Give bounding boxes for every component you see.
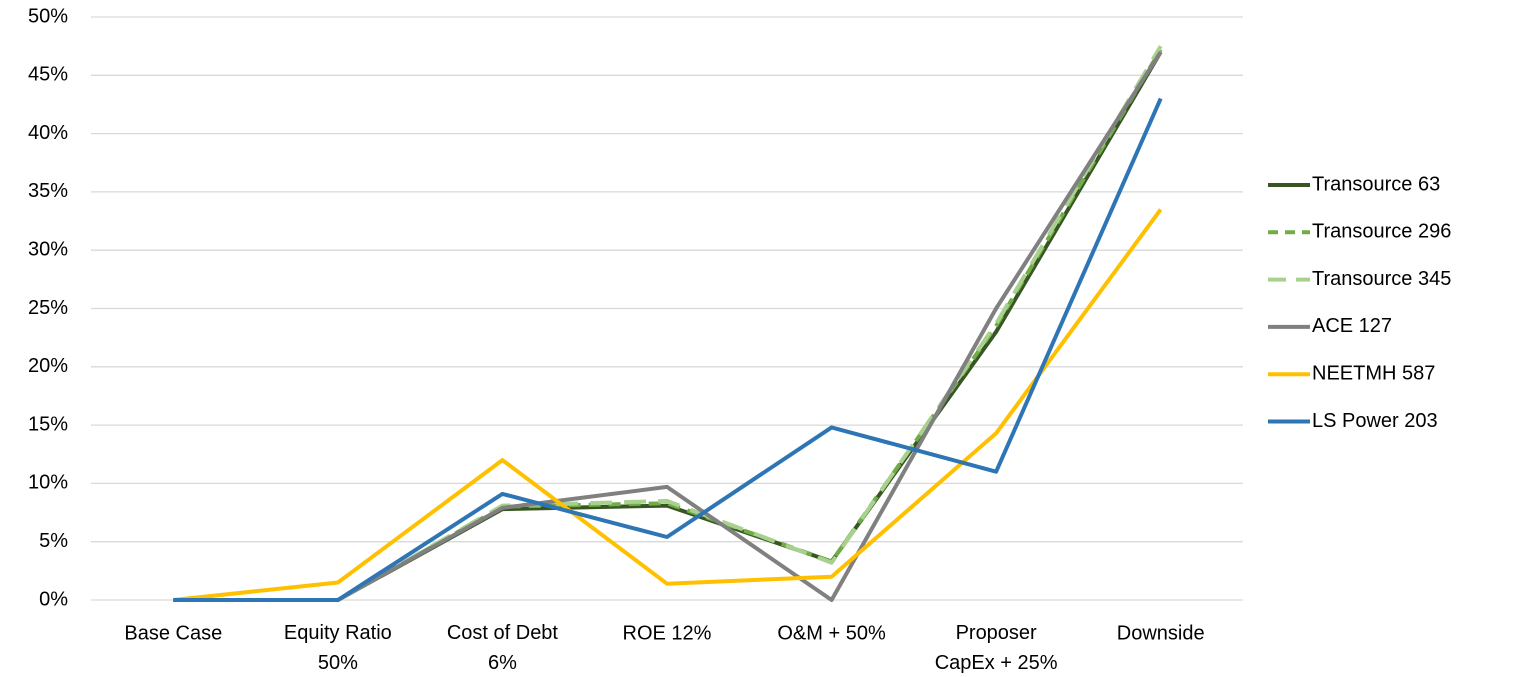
x-tick-label: ROE 12% bbox=[623, 622, 712, 644]
x-tick-label: O&M + 50% bbox=[777, 622, 886, 644]
y-tick-label: 5% bbox=[39, 530, 68, 552]
x-tick-label: Proposer CapEx + 25% bbox=[935, 622, 1058, 674]
y-tick-label: 25% bbox=[28, 297, 68, 319]
series-line bbox=[173, 48, 1163, 602]
legend-label: ACE 127 bbox=[1312, 315, 1392, 337]
x-tick-label: Base Case bbox=[124, 622, 222, 644]
y-tick-label: 20% bbox=[28, 355, 68, 377]
y-tick-label: 30% bbox=[28, 238, 68, 260]
y-tick-label: 45% bbox=[28, 64, 68, 86]
legend-label: Transource 296 bbox=[1312, 221, 1451, 243]
series-line bbox=[173, 97, 1163, 602]
y-tick-label: 50% bbox=[28, 5, 68, 27]
legend-label: Transource 63 bbox=[1312, 173, 1440, 195]
y-tick-label: 35% bbox=[28, 180, 68, 202]
y-tick-label: 40% bbox=[28, 122, 68, 144]
legend-label: LS Power 203 bbox=[1312, 410, 1438, 432]
y-tick-label: 10% bbox=[28, 472, 68, 494]
legend-label: Transource 345 bbox=[1312, 268, 1451, 290]
y-tick-label: 0% bbox=[39, 588, 68, 610]
x-tick-label: Equity Ratio 50% bbox=[284, 622, 392, 674]
y-tick-label: 15% bbox=[28, 413, 68, 435]
series-line bbox=[173, 45, 1163, 602]
series-line bbox=[173, 208, 1163, 602]
legend-label: NEETMH 587 bbox=[1312, 362, 1435, 384]
x-tick-label: Cost of Debt 6% bbox=[447, 622, 559, 674]
x-tick-label: Downside bbox=[1117, 622, 1205, 644]
